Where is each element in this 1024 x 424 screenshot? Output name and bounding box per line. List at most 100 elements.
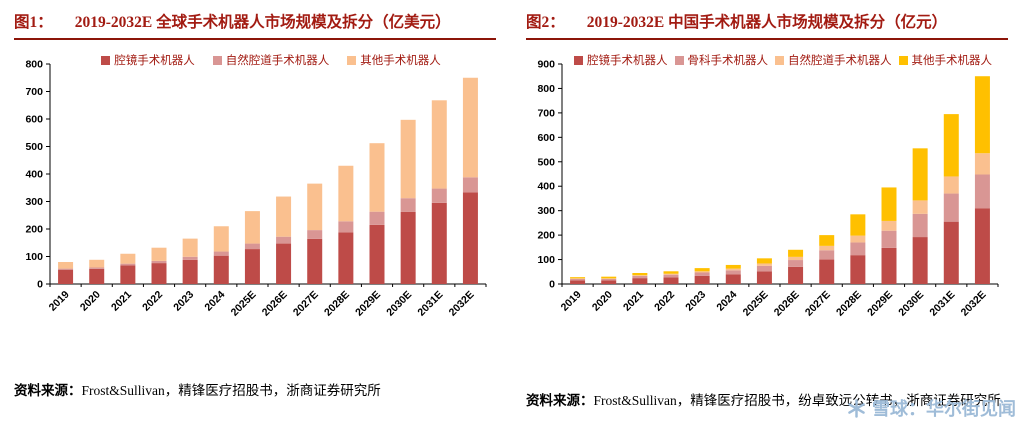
bar-segment <box>276 236 292 244</box>
y-tick-label: 600 <box>537 132 555 144</box>
x-tick-label: 2019 <box>559 289 584 314</box>
bar-segment <box>151 260 167 264</box>
bar-segment <box>881 187 897 221</box>
x-tick-label: 2027E <box>803 289 833 319</box>
bar-segment <box>244 249 260 284</box>
bar-segment <box>912 213 928 238</box>
legend-item: 自然腔道手术机器人 <box>212 52 330 68</box>
bar-segment <box>756 263 772 266</box>
bar-segment <box>788 256 804 261</box>
x-tick-label: 2030E <box>896 289 926 319</box>
legend-label: 自然腔道手术机器人 <box>788 55 892 67</box>
bar-segment <box>431 202 447 284</box>
bar-segment <box>400 211 416 284</box>
x-tick-label: 2022 <box>140 289 165 314</box>
bar-segment <box>58 262 74 269</box>
figure1-source: 资料来源：Frost&Sullivan，精锋医疗招股书，浙商证券研究所 <box>14 381 496 402</box>
bar-segment <box>663 274 679 278</box>
figure1-legend: 腔镜手术机器人 自然腔道手术机器人 其他手术机器人 <box>50 52 492 68</box>
legend-swatch <box>574 55 583 65</box>
bar-segment <box>974 153 990 175</box>
bar-segment <box>850 214 866 236</box>
bar-segment <box>850 242 866 256</box>
legend-label: 其他手术机器人 <box>911 55 993 67</box>
bar-segment <box>58 268 74 270</box>
bar-segment <box>307 238 323 284</box>
bar-segment <box>182 256 198 260</box>
bar-segment <box>663 271 679 274</box>
bar-segment <box>912 200 928 214</box>
bar-segment <box>819 259 835 284</box>
x-tick-label: 2024 <box>202 289 227 314</box>
watermark: 雪球：华尔街见闻 <box>847 395 1016 421</box>
x-tick-label: 2028E <box>322 289 352 319</box>
bar-segment <box>694 272 710 276</box>
bar-segment <box>943 114 959 177</box>
bar-segment <box>369 211 385 225</box>
figure2-chart-area: 腔镜手术机器人 骨科手术机器人 自然腔道手术机器人 其他手术机器人 0 100 200 30… <box>526 46 1008 342</box>
bar-segment <box>151 247 167 261</box>
bar-segment <box>89 259 105 268</box>
x-tick-label: 2026E <box>260 289 290 319</box>
x-tick-label: 2031E <box>927 289 957 319</box>
bar-segment <box>881 230 897 248</box>
x-tick-label: 2030E <box>384 289 414 319</box>
x-tick-label: 2032E <box>447 289 477 319</box>
bar-segment <box>400 198 416 212</box>
y-tick-label: 200 <box>25 224 43 236</box>
bar-segment <box>213 251 229 256</box>
x-tick-label: 2025E <box>741 289 771 319</box>
y-tick-label: 700 <box>537 107 555 119</box>
bar-segment <box>725 270 741 275</box>
x-tick-label: 2021 <box>109 289 134 314</box>
y-tick-label: 400 <box>537 181 555 193</box>
bar-segment <box>632 278 648 284</box>
bar-segment <box>570 280 586 284</box>
legend-swatch <box>347 55 357 65</box>
legend-swatch <box>212 55 222 65</box>
bar-segment <box>570 277 586 279</box>
legend-swatch <box>775 55 784 65</box>
bar-segment <box>756 271 772 284</box>
y-tick-label: 200 <box>537 230 555 242</box>
y-tick-label: 900 <box>537 59 555 71</box>
legend-item: 腔镜手术机器人 <box>101 52 195 68</box>
bar-segment <box>338 221 354 233</box>
bar-segment <box>850 255 866 284</box>
figure1-title: 2019-2032E 全球手术机器人市场规模及拆分（亿美元） <box>74 14 451 31</box>
source-text: Frost&Sullivan，精锋医疗招股书，纷卓致远公转书，浙商证券研究所 <box>593 393 1001 409</box>
legend-item: 腔镜手术机器人 <box>574 52 668 68</box>
bar-segment <box>276 196 292 237</box>
bar-segment <box>819 245 835 251</box>
bar-segment <box>601 280 617 284</box>
y-tick-label: 800 <box>537 83 555 95</box>
bar-segment <box>462 77 478 178</box>
legend-swatch <box>101 55 111 65</box>
legend-swatch <box>674 55 684 65</box>
bar-segment <box>120 263 136 266</box>
source-label: 资料来源： <box>14 383 82 399</box>
bar-segment <box>89 268 105 284</box>
y-tick-label: 300 <box>25 196 43 208</box>
bar-segment <box>974 76 990 154</box>
x-tick-label: 2020 <box>78 289 103 314</box>
bar-segment <box>725 268 741 271</box>
figure1-panel: 图1： 2019-2032E 全球手术机器人市场规模及拆分（亿美元） 腔镜手术机… <box>14 10 496 418</box>
x-tick-label: 2023 <box>683 289 708 314</box>
bar-segment <box>788 260 804 267</box>
figure2-legend: 腔镜手术机器人 骨科手术机器人 自然腔道手术机器人 其他手术机器人 <box>562 52 1004 68</box>
bar-segment <box>974 174 990 209</box>
bar-segment <box>601 278 617 281</box>
legend-label: 自然腔道手术机器人 <box>225 55 330 67</box>
bar-segment <box>431 188 447 203</box>
figure2-stacked-bar-chart: 0 100 200 300 400 500 600 700 800 900 2019 2020 2021… <box>537 59 999 319</box>
figure2-header: 图2： 2019-2032E 中国手术机器人市场规模及拆分（亿元） <box>526 10 1008 40</box>
bar-segment <box>369 224 385 284</box>
legend-item: 其他手术机器人 <box>898 52 993 68</box>
bar-segment <box>58 269 74 284</box>
bar-segment <box>912 237 928 284</box>
source-label: 资料来源： <box>526 393 594 409</box>
bar-segment <box>694 268 710 272</box>
bar-segment <box>912 148 928 201</box>
legend-label: 腔镜手术机器人 <box>114 55 195 67</box>
